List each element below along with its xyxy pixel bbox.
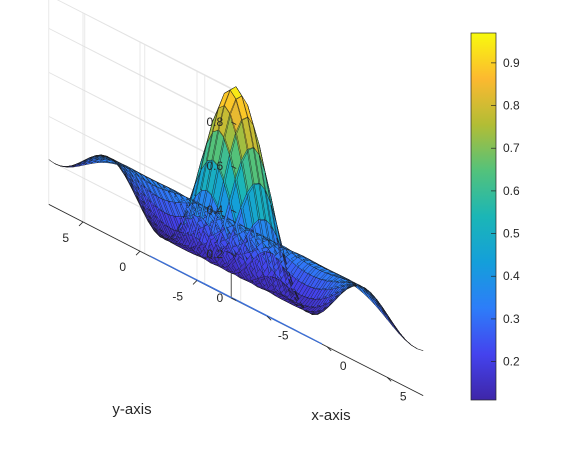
- y-tick-label: 0: [119, 260, 126, 274]
- y-tick-label: -5: [172, 289, 183, 303]
- x-axis-label: x-axis: [311, 407, 350, 424]
- x-tick-label: -5: [278, 328, 289, 342]
- x-tick-mark: [326, 346, 332, 352]
- colorbar-tick-label: 0.5: [503, 227, 520, 241]
- x-tick-mark: [386, 377, 392, 382]
- x-tick-label: 0: [340, 359, 347, 373]
- z-tick-mark: [231, 297, 237, 301]
- z-tick-label: 0.6: [207, 159, 224, 173]
- x-tick-label: 5: [400, 389, 407, 403]
- colorbar-tick-label: 0.8: [503, 99, 520, 113]
- colorbar-tick-label: 0.3: [503, 312, 520, 326]
- y-tick-mark: [78, 221, 84, 227]
- z-tick-label: 0: [217, 291, 224, 305]
- z-tick-label: 0.4: [207, 203, 224, 217]
- z-tick-mark: [231, 121, 237, 125]
- contour-circle: [149, 255, 323, 345]
- colorbar-ticks: 0.2 0.3 0.4 0.5 0.6 0.7 0.8 0.9: [491, 56, 520, 369]
- z-tick-mark: [231, 209, 237, 213]
- axis-ticks: 0 0.2 0.4 0.6 0.8 -5 0 5 -5 0 5: [62, 115, 407, 403]
- colorbar-bar: [470, 32, 497, 401]
- colorbar: 0.2 0.3 0.4 0.5 0.6 0.7 0.8 0.9: [470, 32, 520, 401]
- x-tick-mark: [266, 316, 272, 321]
- y-tick-mark: [192, 280, 198, 285]
- z-tick-label: 0.2: [207, 247, 224, 261]
- surface-patch: [411, 345, 424, 351]
- z-tick-mark: [231, 253, 237, 257]
- box-top-edge: [56, 0, 241, 94]
- colorbar-tick-label: 0.7: [503, 141, 520, 155]
- y-axis-label: y-axis: [112, 401, 151, 418]
- surface-patch: [375, 302, 388, 320]
- z-tick-label: 0.8: [207, 115, 224, 129]
- y-tick-mark: [135, 250, 141, 256]
- colorbar-tick-label: 0.4: [503, 269, 520, 283]
- colorbar-tick-label: 0.9: [503, 56, 520, 70]
- contour-line: [149, 255, 323, 345]
- z-tick-mark: [231, 165, 237, 169]
- colorbar-tick-label: 0.2: [503, 355, 520, 369]
- colorbar-tick-label: 0.6: [503, 184, 520, 198]
- y-tick-label: 5: [62, 231, 69, 245]
- surface-mesh: [48, 86, 424, 351]
